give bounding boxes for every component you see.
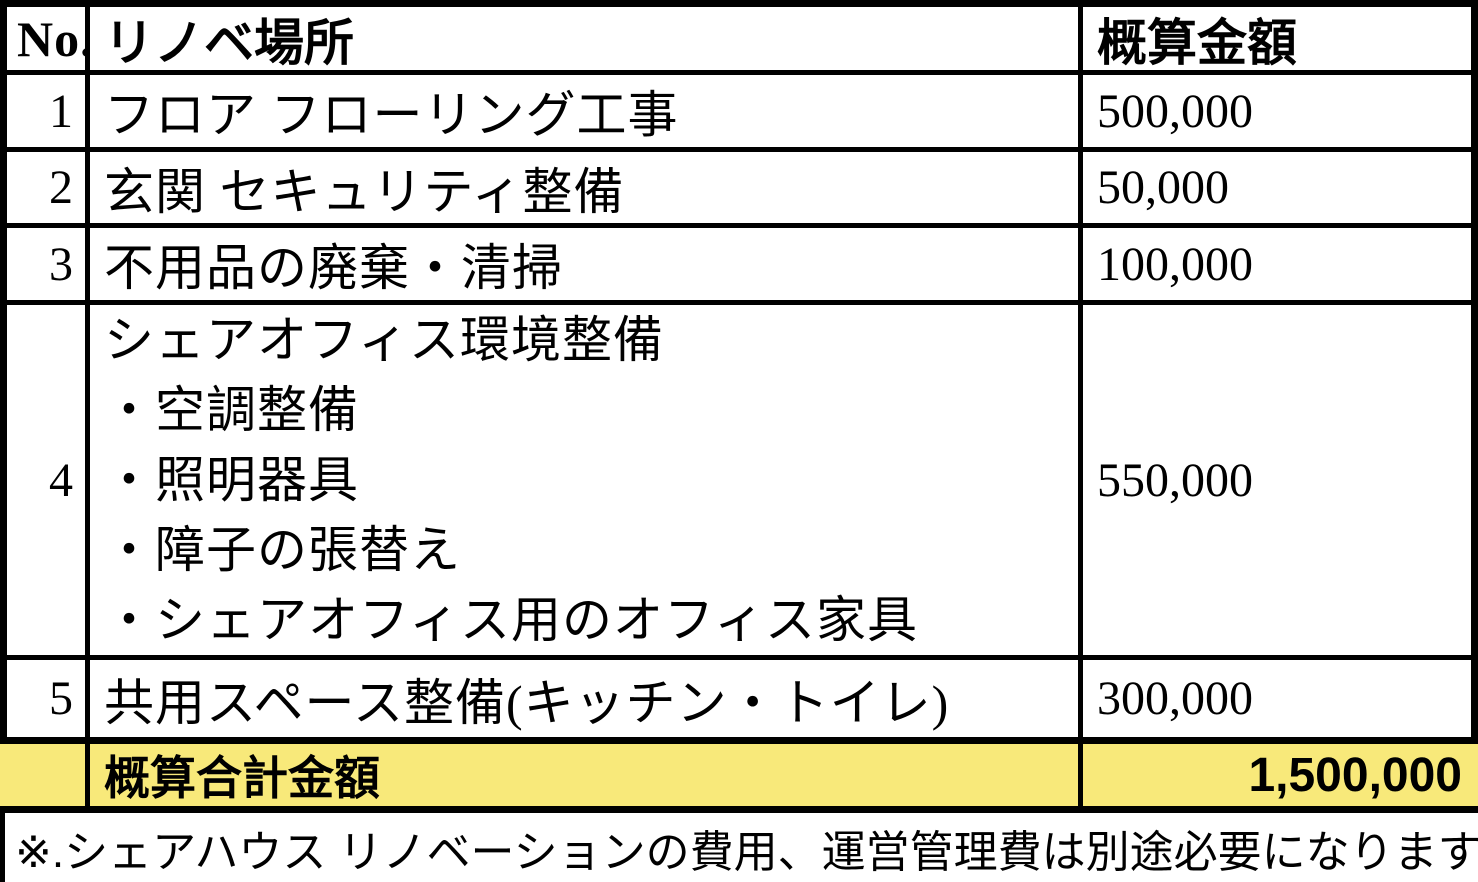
col-header-no: No. xyxy=(7,7,90,70)
total-no-spacer xyxy=(0,744,90,806)
place-line: シェアオフィス環境整備 xyxy=(104,312,664,368)
total-row: 概算合計金額 1,500,000 xyxy=(0,737,1478,813)
row-number: 4 xyxy=(7,305,90,655)
place-line: ・空調整備 xyxy=(104,382,359,438)
table-row: 5 共用スペース整備(キッチン・トイレ) 300,000 xyxy=(7,660,1471,737)
col-header-amount: 概算金額 xyxy=(1097,14,1297,71)
amount-value: 550,000 xyxy=(1097,453,1253,507)
col-header-place: リノベ場所 xyxy=(90,7,1083,70)
footnote-text: ※.シェアハウス リノベーションの費用、運営管理費は別途必要になります xyxy=(15,827,1478,877)
table-row: 2 玄関 セキュリティ整備 50,000 xyxy=(7,152,1471,228)
header-row: No. リノベ場所 概算金額 xyxy=(7,7,1471,75)
table-row: 4 シェアオフィス環境整備 ・空調整備 ・照明器具 ・障子の張替え ・シェアオフ… xyxy=(7,305,1471,660)
amount-value: 100,000 xyxy=(1097,237,1253,291)
place-label: 共用スペース整備(キッチン・トイレ) xyxy=(90,660,1083,737)
place-label: フロア フローリング工事 xyxy=(90,75,1083,147)
row-number: 3 xyxy=(7,228,90,300)
place-line: ・障子の張替え xyxy=(104,522,461,578)
row-number: 5 xyxy=(7,660,90,737)
footnote-no-spacer xyxy=(0,813,5,882)
amount-value: 300,000 xyxy=(1097,672,1253,725)
place-line: ・照明器具 xyxy=(104,452,359,508)
place-label: 不用品の廃棄・清掃 xyxy=(90,228,1083,300)
place-line: ・シェアオフィス用のオフィス家具 xyxy=(104,592,918,648)
total-amount: 1,500,000 xyxy=(1248,748,1462,802)
table-row: 1 フロア フローリング工事 500,000 xyxy=(7,75,1471,152)
place-label: 玄関 セキュリティ整備 xyxy=(90,152,1083,223)
total-label: 概算合計金額 xyxy=(90,744,1083,806)
estimate-table-main: No. リノベ場所 概算金額 1 フロア フローリング工事 500,000 2 … xyxy=(0,0,1478,737)
table-row: 3 不用品の廃棄・清掃 100,000 xyxy=(7,228,1471,305)
row-number: 2 xyxy=(7,152,90,223)
amount-value: 50,000 xyxy=(1097,161,1229,214)
amount-value: 500,000 xyxy=(1097,84,1253,138)
row-number: 1 xyxy=(7,75,90,147)
place-label-multiline: シェアオフィス環境整備 ・空調整備 ・照明器具 ・障子の張替え ・シェアオフィス… xyxy=(90,305,1083,655)
footnote-row: ※.シェアハウス リノベーションの費用、運営管理費は別途必要になります xyxy=(0,813,1478,882)
